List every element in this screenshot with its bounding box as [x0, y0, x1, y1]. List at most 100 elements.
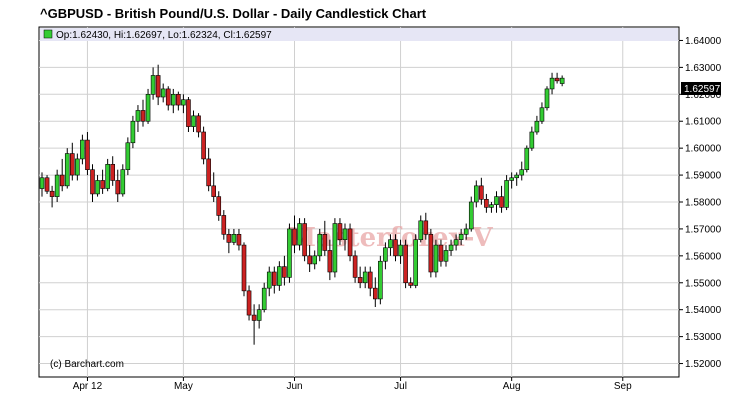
candle-body: [241, 244, 247, 292]
candle-body: [135, 110, 141, 122]
x-tick-label: Apr 12: [73, 381, 103, 392]
candle: [266, 266, 272, 297]
candle: [383, 242, 388, 270]
candle: [317, 228, 323, 262]
candle-body: [115, 180, 121, 195]
candle: [171, 88, 176, 114]
candle: [292, 215, 297, 254]
candle: [408, 277, 413, 289]
candle: [514, 172, 520, 186]
candle: [226, 228, 232, 254]
candle: [433, 239, 439, 278]
candle-body: [221, 215, 227, 235]
candle: [59, 158, 65, 192]
candle-body: [140, 110, 146, 122]
candle-body: [554, 77, 560, 82]
candle-body: [393, 239, 398, 257]
candle-body: [236, 234, 242, 246]
candle-body: [398, 244, 403, 257]
ohlc-label: Op:1.62430, Hi:1.62697, Lo:1.62324, Cl:1…: [56, 30, 272, 41]
chart-title: ^GBPUSD - British Pound/U.S. Dollar - Da…: [40, 6, 427, 21]
candle: [499, 185, 504, 213]
candle-body: [312, 255, 318, 265]
candle: [504, 175, 509, 211]
candle: [458, 228, 464, 246]
candle: [271, 266, 277, 294]
candle-body: [100, 180, 105, 189]
candle-body: [342, 228, 348, 240]
candle-body: [201, 131, 206, 160]
legend-swatch-icon: [43, 29, 53, 39]
candle-body: [428, 234, 434, 273]
candle: [489, 202, 494, 213]
candle: [49, 185, 55, 208]
candle: [54, 169, 60, 202]
candle-body: [388, 239, 393, 249]
candle-body: [95, 180, 100, 195]
candle: [524, 145, 530, 173]
candle-body: [443, 250, 449, 262]
candle-body: [347, 228, 353, 257]
candle-body: [302, 223, 307, 257]
candle-body: [468, 201, 474, 230]
candle: [337, 218, 343, 246]
candle: [115, 169, 121, 202]
candle: [378, 255, 383, 305]
candle-body: [367, 271, 373, 289]
candle: [413, 234, 419, 289]
candle: [544, 86, 550, 111]
y-tick-label: 1.56000: [685, 251, 722, 262]
candle: [559, 75, 565, 87]
candle-body: [256, 309, 262, 321]
candle-body: [519, 169, 525, 176]
credit-label: (c) Barchart.com: [50, 359, 124, 370]
candle-body: [105, 164, 110, 189]
candle: [307, 245, 312, 272]
x-tick-label: May: [174, 381, 193, 392]
candle-body: [494, 196, 499, 205]
ohlc-bar: [40, 28, 678, 41]
candle-body: [448, 244, 454, 251]
candle-body: [160, 88, 166, 98]
candle-body: [75, 158, 80, 176]
candle: [201, 126, 206, 165]
candle: [181, 94, 186, 114]
candle-body: [473, 185, 479, 203]
candle: [468, 196, 474, 232]
candle: [221, 210, 227, 240]
candle: [130, 115, 136, 149]
candle-body: [226, 234, 232, 243]
candle: [135, 105, 141, 132]
candle: [191, 110, 196, 132]
candle: [554, 72, 560, 84]
candle: [539, 102, 545, 124]
candle-body: [423, 220, 429, 235]
candle: [282, 255, 287, 286]
candle: [362, 266, 368, 289]
candle: [231, 228, 237, 246]
candle: [347, 223, 353, 262]
x-tick-label: Aug: [503, 381, 521, 392]
candle-body: [176, 94, 181, 106]
candle-body: [282, 266, 287, 278]
y-tick-label: 1.55000: [685, 278, 722, 289]
y-tick-label: 1.64000: [685, 36, 722, 47]
candle: [110, 156, 115, 186]
candle: [484, 193, 489, 213]
candle: [145, 88, 151, 124]
candle-body: [165, 88, 171, 106]
y-tick-label: 1.59000: [685, 171, 722, 182]
candle: [403, 239, 408, 289]
candle: [90, 164, 95, 202]
candle-body: [54, 174, 60, 197]
candle: [448, 239, 454, 256]
candle: [312, 250, 318, 270]
candle: [519, 161, 525, 181]
candle: [529, 126, 535, 151]
candle: [494, 191, 499, 213]
candle: [297, 218, 302, 251]
candle-body: [504, 180, 509, 208]
candle-body: [352, 255, 358, 278]
candle: [251, 304, 257, 345]
candle-body: [499, 196, 504, 208]
